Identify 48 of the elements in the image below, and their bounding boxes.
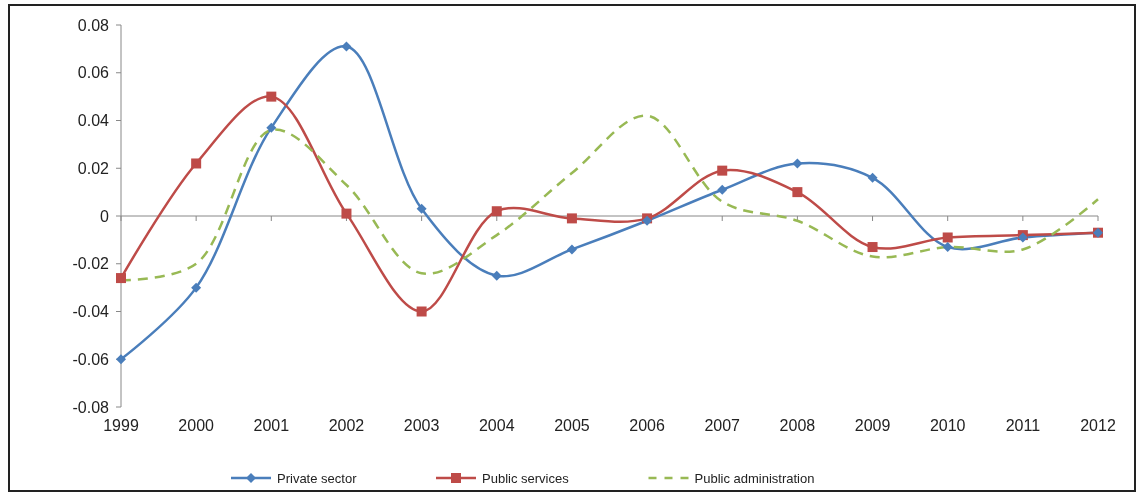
point bbox=[266, 122, 277, 133]
x-tick-label: 2008 bbox=[779, 417, 816, 434]
x-tick-label: 1999 bbox=[103, 417, 139, 434]
x-tick-label: 2010 bbox=[929, 417, 966, 434]
point bbox=[867, 172, 878, 183]
y-tick-label: -0.02 bbox=[72, 255, 110, 273]
point bbox=[566, 244, 577, 255]
y-tick-label: 0.06 bbox=[77, 64, 110, 82]
point bbox=[566, 213, 577, 224]
x-tick-label: 2012 bbox=[1080, 417, 1116, 434]
x-tick-label: 2007 bbox=[704, 417, 741, 434]
point bbox=[191, 282, 202, 293]
point bbox=[341, 41, 352, 52]
point bbox=[416, 203, 427, 214]
x-tick-label: 2000 bbox=[178, 417, 215, 434]
legend-label: Private sector bbox=[277, 470, 358, 486]
point bbox=[116, 273, 126, 284]
x-tick-label: 2005 bbox=[554, 417, 590, 434]
legend-label: Public administration bbox=[694, 470, 815, 486]
point bbox=[116, 354, 126, 365]
x-tick-label: 2009 bbox=[854, 417, 891, 434]
y-tick-label: 0 bbox=[100, 207, 110, 225]
y-tick-label: -0.06 bbox=[72, 350, 110, 368]
x-tick-label: 2001 bbox=[253, 417, 290, 434]
point bbox=[416, 306, 427, 317]
x-tick-label: 2011 bbox=[1005, 417, 1041, 434]
point bbox=[266, 91, 277, 102]
x-tick-label: 2002 bbox=[328, 417, 365, 434]
x-tick-label: 2003 bbox=[403, 417, 440, 434]
point bbox=[792, 187, 803, 198]
y-tick-label: -0.04 bbox=[72, 303, 110, 321]
y-tick-label: 0.04 bbox=[77, 112, 110, 130]
point bbox=[792, 158, 803, 169]
point bbox=[867, 242, 878, 253]
point bbox=[491, 270, 502, 281]
point bbox=[717, 165, 728, 176]
point bbox=[717, 184, 728, 195]
legend-label: Public services bbox=[482, 470, 570, 486]
x-tick-label: 2006 bbox=[629, 417, 665, 434]
point bbox=[942, 242, 953, 253]
point bbox=[491, 206, 502, 217]
point bbox=[191, 158, 202, 169]
y-tick-label: 0.08 bbox=[77, 16, 110, 34]
y-tick-label: -0.08 bbox=[72, 398, 110, 416]
point bbox=[942, 232, 953, 243]
x-tick-label: 2004 bbox=[478, 417, 515, 434]
y-tick-label: 0.02 bbox=[77, 159, 110, 177]
point bbox=[341, 208, 352, 219]
